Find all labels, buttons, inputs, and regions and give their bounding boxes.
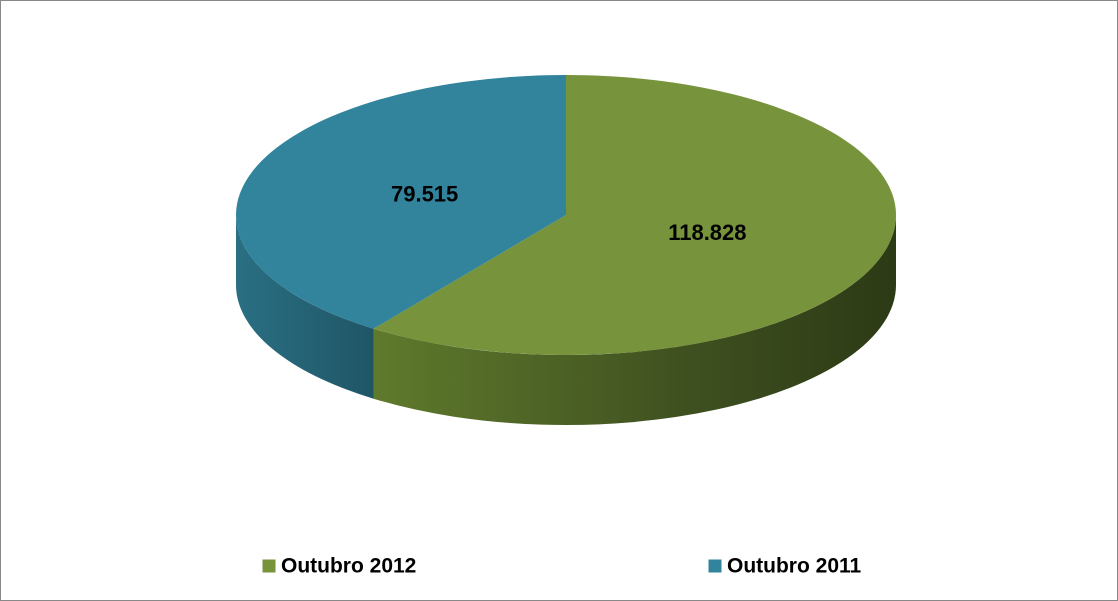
data-label: 79.515 [391, 182, 458, 207]
slice [236, 75, 566, 329]
legend-label: Outubro 2012 [281, 555, 416, 578]
data-label: 118.828 [668, 220, 746, 245]
legend-label: Outubro 2011 [727, 555, 862, 578]
slice-side [373, 215, 896, 425]
legend-marker [261, 558, 277, 574]
legend-marker [707, 558, 723, 574]
slice-side [236, 215, 374, 399]
slice [373, 75, 896, 355]
